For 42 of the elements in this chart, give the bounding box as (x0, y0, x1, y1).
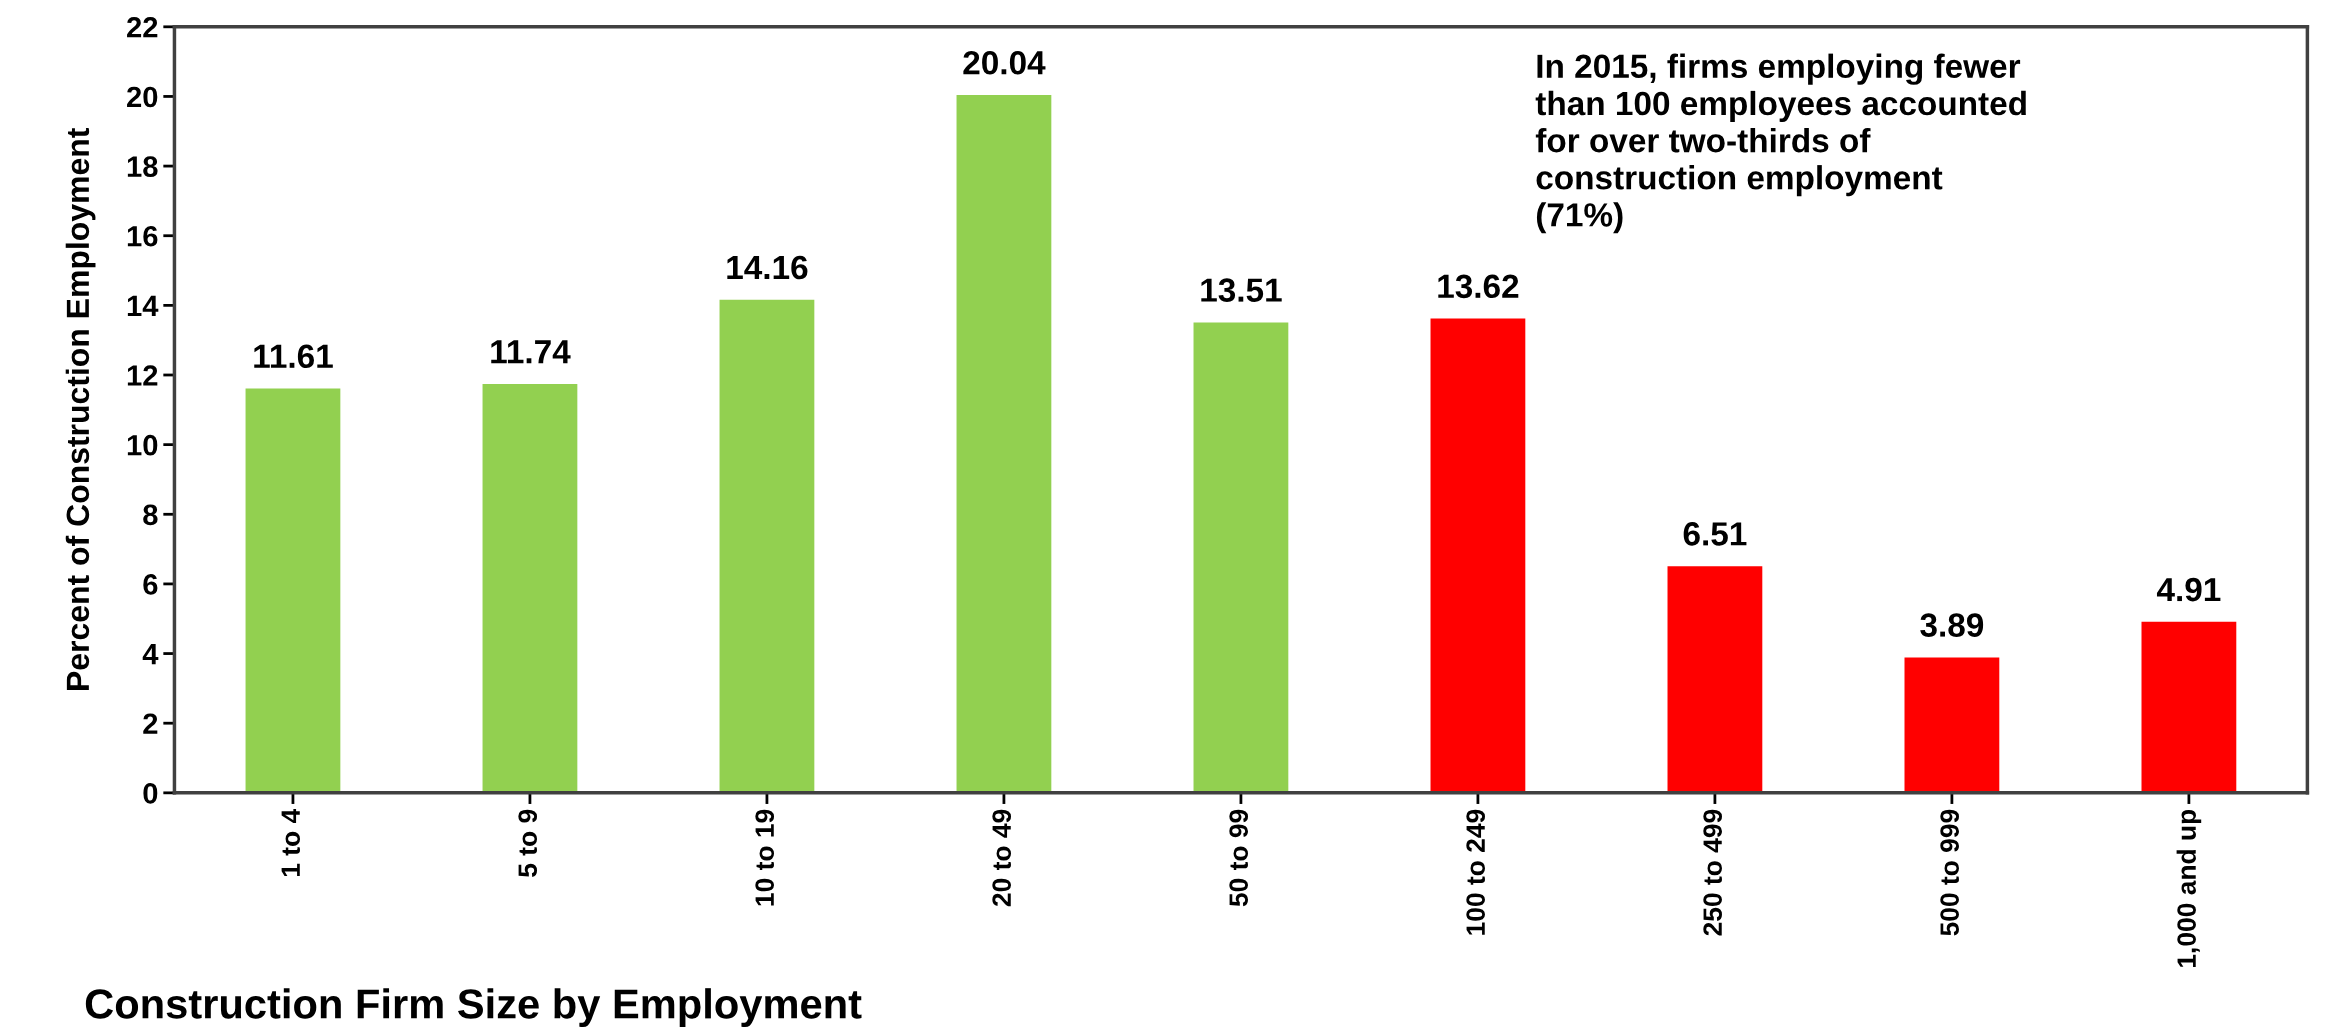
x-tick-label: 5 to 9 (518, 809, 538, 877)
y-tick-label: 8 (143, 504, 158, 526)
y-tick-label: 10 (127, 434, 158, 456)
y-tick-label: 12 (127, 365, 158, 386)
x-tick-label: 20 to 49 (992, 809, 1012, 907)
data-label: 20.04 (963, 50, 1046, 75)
bar (2141, 621, 2237, 793)
bar (956, 95, 1052, 793)
y-tick-label: 16 (127, 225, 158, 247)
y-tick-label: 14 (127, 295, 159, 316)
y-tick-label: 18 (127, 156, 158, 177)
x-tick-label: 500 to 999 (1940, 809, 1959, 936)
data-label: 11.61 (254, 344, 333, 369)
data-label: 3.89 (1920, 613, 1984, 637)
data-label: 13.51 (1201, 278, 1282, 302)
data-label: 4.91 (2156, 577, 2221, 602)
y-tick-label: 6 (143, 574, 158, 595)
data-label: 11.74 (491, 340, 571, 364)
y-tick-label: 0 (143, 783, 158, 804)
data-label: 14.16 (727, 255, 808, 280)
x-tick-label: 10 to 19 (755, 809, 775, 906)
data-label: 13.62 (1438, 274, 1519, 299)
y-tick-label: 2 (143, 713, 158, 734)
bar (719, 299, 815, 793)
y-tick-label: 22 (127, 17, 158, 38)
y-axis-title: Percent of Construction Employment (65, 127, 96, 690)
x-axis-title: Construction Firm Size by Employment (85, 988, 862, 1028)
bar (1667, 566, 1763, 793)
bar (245, 388, 341, 793)
bar (1904, 657, 2000, 793)
x-tick-label: 1 to 4 (281, 808, 301, 877)
data-label: 6.51 (1683, 522, 1747, 546)
bar (482, 384, 578, 793)
x-tick-label: 50 to 99 (1229, 809, 1248, 907)
x-tick-label: 1,000 and up (2176, 809, 2202, 967)
bar (1430, 318, 1526, 793)
y-tick-label: 20 (127, 86, 158, 108)
y-tick-label: 4 (142, 644, 159, 665)
annotation: In 2015, firms employing fewer than 100 employees accounted for over two-thirds of construction employment (71%) (1535, 53, 2026, 234)
x-tick-label: 100 to 249 (1466, 809, 1485, 935)
bar (1193, 322, 1289, 793)
x-tick-label: 250 to 499 (1703, 809, 1722, 936)
